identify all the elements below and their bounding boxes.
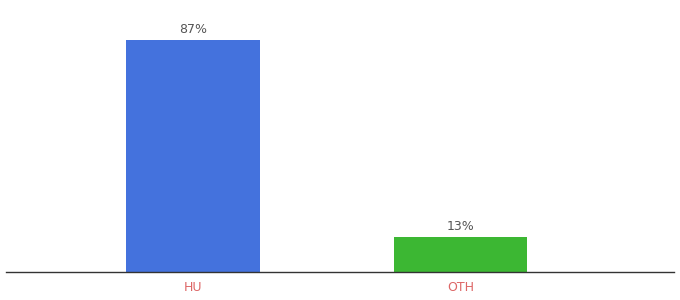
Bar [126,40,260,272]
Bar [394,237,527,272]
Text: 13%: 13% [447,220,474,233]
Text: 87%: 87% [179,23,207,36]
